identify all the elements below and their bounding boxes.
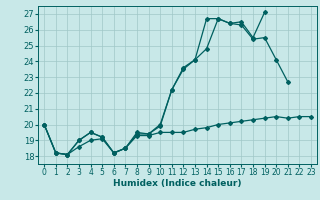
X-axis label: Humidex (Indice chaleur): Humidex (Indice chaleur): [113, 179, 242, 188]
